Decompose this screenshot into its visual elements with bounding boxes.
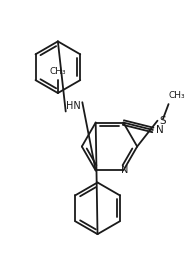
Text: CH₃: CH₃	[169, 91, 185, 100]
Text: CH₃: CH₃	[49, 67, 66, 76]
Text: N: N	[121, 165, 128, 175]
Text: HN: HN	[66, 101, 81, 111]
Text: N: N	[156, 125, 163, 135]
Text: S: S	[159, 116, 166, 126]
